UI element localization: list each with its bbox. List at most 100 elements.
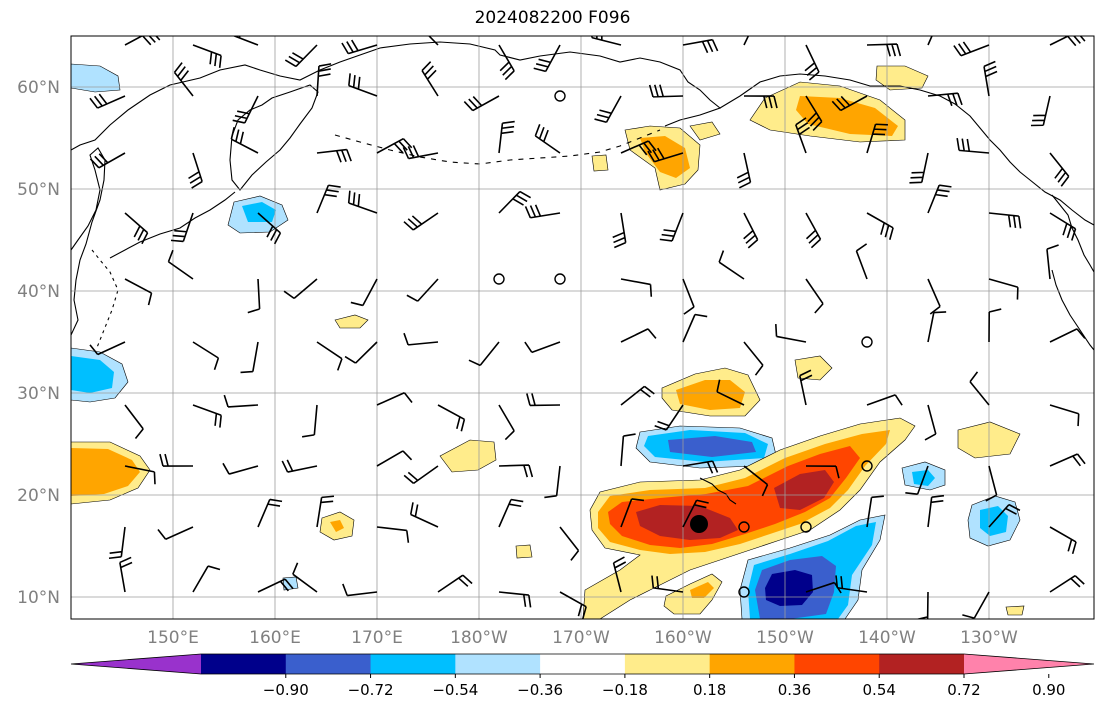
wind-barb — [437, 404, 466, 432]
lon-label-170w: 170°W — [552, 628, 610, 648]
wind-barb — [659, 212, 684, 242]
wind-barb — [805, 95, 823, 131]
wind-barb — [347, 190, 378, 214]
wind-barb — [927, 278, 941, 315]
wind-barb — [281, 459, 318, 473]
wind-barb — [188, 152, 203, 189]
wind-barb — [591, 36, 622, 46]
wind-barb — [1049, 36, 1086, 47]
wind-barb — [247, 278, 261, 314]
wind-barb — [167, 249, 194, 280]
wind-barb — [866, 495, 884, 528]
wind-barb — [647, 147, 684, 163]
calm-wind-circle — [554, 90, 566, 102]
wind-barb — [648, 84, 684, 98]
wind-barb — [799, 369, 813, 406]
colorbar-tick-label: 0.90 — [1032, 681, 1065, 699]
colorbar-tick-label: −0.54 — [432, 681, 478, 699]
wind-barb — [1049, 526, 1077, 555]
wind-barb — [524, 204, 561, 219]
wind-barb — [316, 341, 343, 371]
wind-barb — [124, 212, 149, 245]
wind-barb — [376, 526, 410, 543]
coastline-siberia — [71, 41, 541, 151]
wind-barb — [866, 212, 894, 240]
wind-barb — [344, 341, 378, 364]
wind-barb — [544, 465, 561, 499]
wind-barb — [620, 498, 645, 528]
wind-barb — [682, 460, 719, 474]
wind-barb — [192, 565, 221, 593]
wind-barb — [743, 95, 778, 109]
coastline-japan — [91, 249, 119, 351]
wind-barb — [988, 308, 1002, 343]
wind-barb — [350, 278, 378, 307]
coastline-bc — [1051, 194, 1094, 273]
wind-barb — [498, 44, 515, 81]
wind-barb — [988, 212, 1022, 229]
colorbar-segment — [540, 654, 626, 674]
wind-barb — [620, 328, 657, 343]
coastline-hawaii — [699, 477, 737, 505]
shaded-field-layer — [71, 63, 1025, 619]
wind-barb — [240, 341, 259, 374]
wind-barb — [559, 591, 587, 619]
colorbar-segment — [879, 654, 965, 674]
wind-barb — [866, 123, 888, 154]
colorbar-tick-label: −0.18 — [602, 681, 648, 699]
wind-barb — [409, 502, 439, 528]
positive-anomaly-areas — [71, 65, 1025, 619]
colorbar-segment — [201, 654, 287, 674]
lat-label-60n: 60°N — [17, 78, 60, 98]
calm-wind-circle — [738, 586, 750, 598]
wind-barb — [192, 404, 222, 428]
lat-label-40n: 40°N — [17, 282, 60, 302]
wind-barb — [257, 498, 283, 528]
wind-barb — [743, 212, 759, 249]
wind-barb — [89, 93, 126, 109]
wind-barb — [924, 404, 937, 441]
wind-barb — [342, 583, 378, 597]
wind-barb — [682, 313, 708, 343]
wind-barb — [257, 578, 294, 593]
wind-barb — [534, 124, 561, 154]
warm-area-36n — [334, 314, 369, 329]
wind-barb — [316, 184, 341, 214]
wind-barb — [421, 61, 439, 97]
wind-barb — [124, 36, 161, 46]
colorbar-segment — [794, 654, 880, 674]
warm-area-23n — [439, 439, 497, 473]
wind-barb — [119, 556, 133, 593]
lon-label-160w: 160°W — [654, 628, 712, 648]
lat-label-30n: 30°N — [17, 384, 60, 404]
map-frame — [70, 35, 1095, 620]
wind-barb — [341, 39, 378, 55]
wind-barb — [173, 62, 194, 97]
wind-barb — [1049, 152, 1070, 187]
wind-barb — [1049, 328, 1086, 343]
negative-anomaly-areas — [71, 63, 1021, 619]
warm-area-10n-core — [690, 582, 714, 598]
lon-label-160e: 160°E — [249, 628, 301, 648]
wind-barb — [124, 278, 153, 306]
lat-label-50n: 50°N — [17, 180, 60, 200]
colorbar-segment — [370, 654, 456, 674]
wind-barb — [316, 148, 352, 163]
colorbar-tick-label: −0.72 — [348, 681, 394, 699]
warm-area-8n-small — [1005, 605, 1025, 616]
lat-label-20n: 20°N — [17, 486, 60, 506]
wind-barb — [988, 503, 1021, 528]
coastline-okhotsk-west — [71, 147, 106, 336]
storm-center-marker — [690, 515, 708, 533]
calm-wind-circle — [493, 273, 505, 285]
warm-area-14n-small — [515, 544, 533, 559]
wind-barb — [427, 36, 439, 46]
wind-barb — [376, 137, 413, 154]
wind-barb — [905, 465, 929, 495]
calm-wind-circle — [861, 460, 873, 472]
warm-area-main-band-darkred-west — [636, 505, 738, 540]
wind-barb — [159, 453, 194, 467]
wind-barb — [988, 278, 1019, 300]
blue-area-nw — [71, 63, 121, 93]
